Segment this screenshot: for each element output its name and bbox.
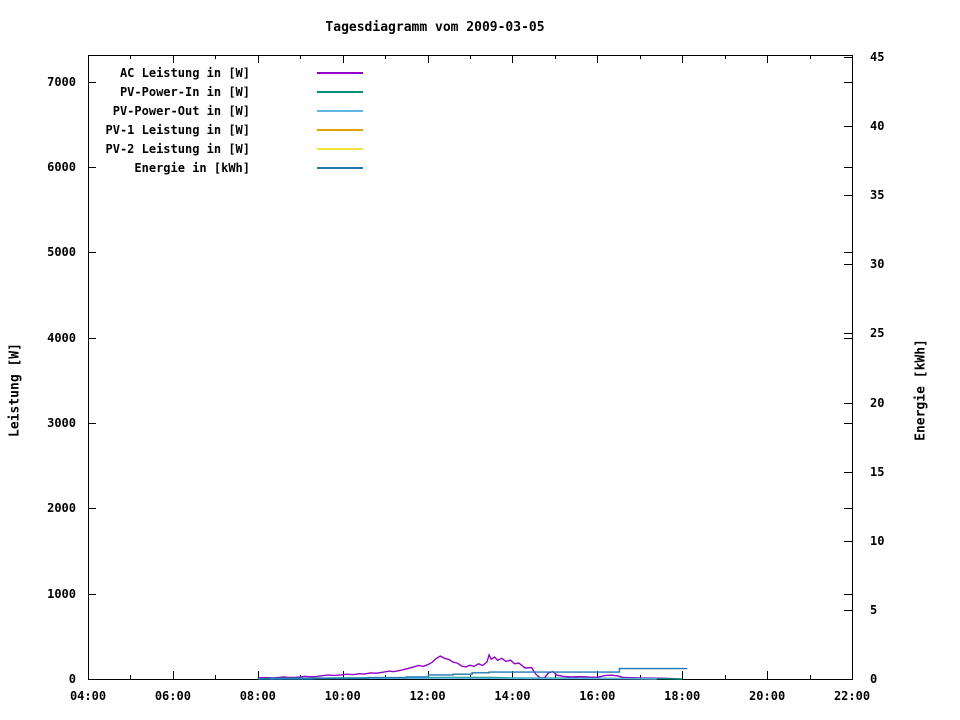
- y-right-tick-label: 30: [870, 257, 885, 272]
- x-tick-label: 22:00: [833, 689, 871, 703]
- x-tick-label: 14:00: [494, 689, 531, 703]
- y-left-tick-label: 4000: [47, 330, 76, 345]
- x-tick-label: 04:00: [69, 689, 107, 703]
- x-tick-label: 08:00: [239, 689, 276, 703]
- plot-border: [88, 55, 853, 680]
- x-tick-label: 12:00: [409, 689, 446, 703]
- y-right-tick-label: 20: [870, 395, 885, 410]
- legend-line-sample: [317, 71, 363, 74]
- x-tick-label: 16:00: [579, 689, 616, 703]
- legend-line-sample: [317, 109, 363, 112]
- legend-item-label: Energie in [kWh]: [134, 160, 250, 175]
- legend-line-sample: [317, 166, 363, 169]
- y-right-tick-label: 45: [870, 50, 885, 65]
- y-right-tick-label: 15: [870, 464, 885, 479]
- y-right-tick-label: 0: [870, 672, 878, 686]
- legend-item-label: PV-2 Leistung in [W]: [105, 141, 251, 156]
- y-left-tick-label: 1000: [47, 586, 76, 601]
- y-left-tick-label: 7000: [47, 74, 76, 89]
- x-tick-label: 18:00: [664, 689, 701, 703]
- y-right-tick-label: 35: [870, 188, 885, 203]
- legend-item: PV-Power-In in [W]: [0, 82, 363, 101]
- y-right-tick-label: 5: [870, 602, 878, 617]
- y-left-tick-label: 5000: [47, 245, 76, 260]
- legend-item-label: PV-Power-Out in [W]: [112, 103, 250, 118]
- legend-item-label: PV-1 Leistung in [W]: [105, 122, 251, 137]
- y-left-tick-label: 6000: [47, 159, 76, 174]
- legend-line-sample: [317, 147, 363, 150]
- y-right-tick-label: 10: [870, 533, 885, 548]
- x-tick-label: 06:00: [154, 689, 191, 703]
- y-right-tick-label: 25: [870, 326, 885, 341]
- y-right-tick-label: 40: [870, 119, 885, 134]
- legend: AC Leistung in [W] PV-Power-In in [W] PV…: [0, 63, 363, 177]
- x-tick-label: 20:00: [749, 689, 786, 703]
- legend-item: PV-1 Leistung in [W]: [0, 120, 363, 139]
- legend-line-sample: [317, 90, 363, 93]
- legend-line-sample: [317, 128, 363, 131]
- chart-title: Tagesdiagramm vom 2009-03-05: [325, 20, 545, 35]
- y-left-tick-label: 2000: [47, 501, 76, 516]
- series-energie-in-kwh: [257, 667, 688, 680]
- legend-item: Energie in [kWh]: [0, 158, 363, 177]
- legend-item-label: PV-Power-In in [W]: [119, 84, 250, 99]
- series-ac-leistung-in-w: [257, 652, 679, 680]
- y-left-tick-label: 0: [68, 672, 76, 686]
- legend-item: AC Leistung in [W]: [0, 63, 363, 82]
- x-tick-label: 10:00: [324, 689, 361, 703]
- y-left-tick-label: 3000: [47, 415, 76, 430]
- legend-item: PV-2 Leistung in [W]: [0, 139, 363, 158]
- legend-item: PV-Power-Out in [W]: [0, 101, 363, 120]
- legend-item-label: AC Leistung in [W]: [119, 65, 250, 80]
